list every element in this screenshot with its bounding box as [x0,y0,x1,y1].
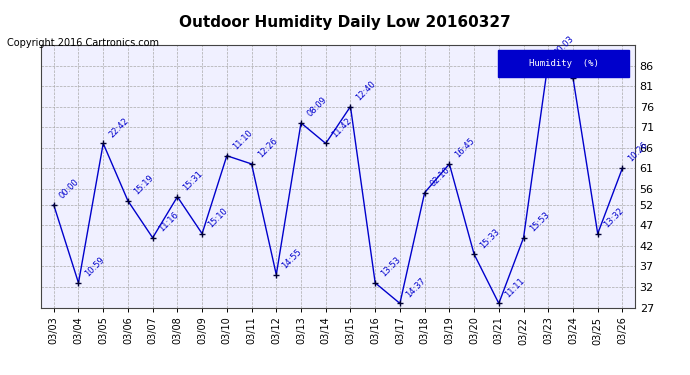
Text: 23:31: 23:31 [577,50,600,74]
Text: 10:26: 10:26 [627,141,650,164]
Text: 15:19: 15:19 [132,174,155,197]
Text: 00:03: 00:03 [553,34,575,57]
Text: Copyright 2016 Cartronics.com: Copyright 2016 Cartronics.com [7,38,159,48]
Text: 15:33: 15:33 [478,226,502,250]
Text: Humidity  (%): Humidity (%) [529,59,598,68]
Text: 10:59: 10:59 [83,256,106,279]
Text: 16:45: 16:45 [453,136,477,160]
Text: 15:31: 15:31 [181,170,205,193]
Text: 11:16: 11:16 [157,210,180,234]
Text: 11:42: 11:42 [330,116,353,139]
Text: 00:00: 00:00 [58,178,81,201]
Text: 15:53: 15:53 [528,210,551,234]
Text: 15:10: 15:10 [206,206,230,230]
Text: 11:11: 11:11 [503,276,526,299]
Text: 02:10: 02:10 [428,165,452,189]
Text: 08:09: 08:09 [305,96,328,119]
Text: Outdoor Humidity Daily Low 20160327: Outdoor Humidity Daily Low 20160327 [179,15,511,30]
Text: 14:55: 14:55 [280,248,304,270]
Text: 12:26: 12:26 [256,136,279,160]
Text: 14:37: 14:37 [404,276,427,299]
Text: 13:32: 13:32 [602,206,625,230]
Text: 13:53: 13:53 [380,255,403,279]
Text: 11:10: 11:10 [231,128,254,152]
Text: 22:42: 22:42 [108,116,130,139]
Text: 12:40: 12:40 [355,79,378,102]
FancyBboxPatch shape [498,50,629,76]
